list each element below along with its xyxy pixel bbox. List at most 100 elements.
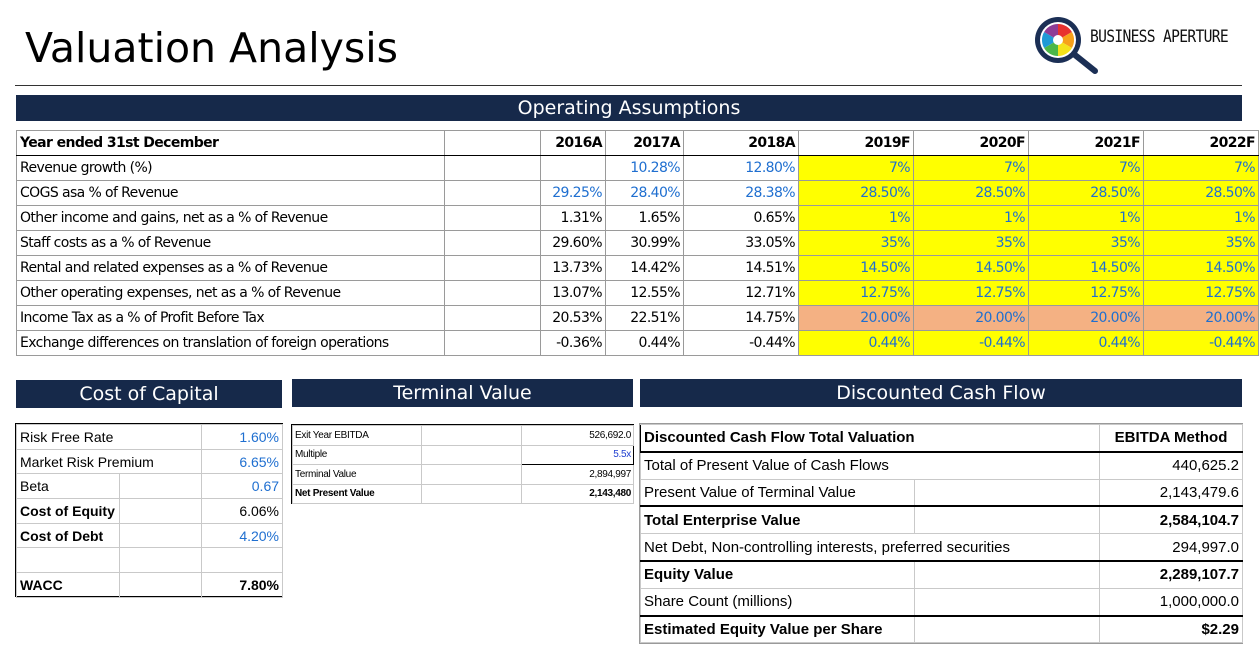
- cell[interactable]: -0.44%: [1143, 330, 1259, 356]
- cell[interactable]: 0.44%: [1028, 330, 1144, 356]
- cell[interactable]: 28.50%: [798, 180, 914, 206]
- cell[interactable]: 12.75%: [798, 280, 914, 306]
- equity-value-per-share-value[interactable]: $2.29: [1099, 614, 1243, 644]
- cell[interactable]: [118, 498, 203, 524]
- table-row: Multiple 5.5x: [292, 444, 634, 465]
- cell[interactable]: 14.42%: [605, 255, 684, 281]
- share-count-value[interactable]: 1,000,000.0: [1099, 587, 1243, 617]
- cell[interactable]: 7%: [913, 155, 1029, 181]
- cell[interactable]: 28.50%: [913, 180, 1029, 206]
- cell[interactable]: 1.31%: [540, 205, 606, 231]
- cell[interactable]: [421, 464, 522, 485]
- cell[interactable]: 20.53%: [540, 305, 606, 331]
- cell[interactable]: 28.40%: [605, 180, 684, 206]
- cell[interactable]: 0.44%: [798, 330, 914, 356]
- exit-year-ebitda-value[interactable]: 526,692.0: [521, 425, 634, 446]
- cell[interactable]: 29.25%: [540, 180, 606, 206]
- cell[interactable]: 33.05%: [683, 230, 799, 256]
- cell[interactable]: 28.38%: [683, 180, 799, 206]
- cell[interactable]: [914, 614, 1100, 644]
- cell[interactable]: 12.55%: [605, 280, 684, 306]
- cell[interactable]: 1%: [1028, 205, 1144, 231]
- cell[interactable]: [444, 330, 541, 356]
- cell[interactable]: [421, 444, 522, 465]
- cost-of-debt-value[interactable]: 4.20%: [201, 522, 284, 549]
- cell[interactable]: -0.36%: [540, 330, 606, 356]
- cell[interactable]: 0.65%: [683, 205, 799, 231]
- cell[interactable]: [444, 280, 541, 306]
- net-debt-value[interactable]: 294,997.0: [1099, 533, 1243, 562]
- cell[interactable]: [444, 305, 541, 331]
- table-row: Estimated Equity Value per Share $2.29: [640, 614, 1243, 644]
- cell[interactable]: 35%: [1143, 230, 1259, 256]
- cell[interactable]: 12.75%: [913, 280, 1029, 306]
- cell[interactable]: 12.75%: [1028, 280, 1144, 306]
- cell[interactable]: [16, 547, 120, 574]
- multiple-value[interactable]: 5.5x: [521, 444, 634, 465]
- cell[interactable]: [118, 572, 203, 598]
- cell[interactable]: 14.50%: [1028, 255, 1144, 281]
- cell[interactable]: [118, 522, 203, 549]
- cell[interactable]: [201, 547, 284, 574]
- cell[interactable]: [444, 205, 541, 231]
- terminal-value-value[interactable]: 2,894,997: [521, 464, 634, 485]
- cell[interactable]: 29.60%: [540, 230, 606, 256]
- cell[interactable]: [118, 547, 203, 574]
- cell[interactable]: 20.00%: [1143, 305, 1259, 331]
- cell[interactable]: 1.65%: [605, 205, 684, 231]
- market-risk-premium-value[interactable]: 6.65%: [201, 448, 284, 475]
- total-enterprise-value-value[interactable]: 2,584,104.7: [1099, 505, 1243, 535]
- cell[interactable]: 20.00%: [913, 305, 1029, 331]
- cell[interactable]: 30.99%: [605, 230, 684, 256]
- wacc-value[interactable]: 7.80%: [201, 572, 284, 598]
- beta-value[interactable]: 0.67: [201, 473, 284, 500]
- cell[interactable]: [444, 230, 541, 256]
- cell[interactable]: 12.71%: [683, 280, 799, 306]
- cell[interactable]: 13.73%: [540, 255, 606, 281]
- cell[interactable]: 14.50%: [798, 255, 914, 281]
- cell[interactable]: 28.50%: [1028, 180, 1144, 206]
- risk-free-rate-value[interactable]: 1.60%: [201, 424, 284, 450]
- cell[interactable]: 13.07%: [540, 280, 606, 306]
- cell[interactable]: [421, 483, 522, 504]
- cell[interactable]: -0.44%: [913, 330, 1029, 356]
- cell[interactable]: [444, 155, 541, 181]
- pv-cash-flows-value[interactable]: 440,625.2: [1099, 451, 1243, 480]
- equity-value-value[interactable]: 2,289,107.7: [1099, 559, 1243, 589]
- cell[interactable]: [914, 478, 1100, 507]
- table-row: Cost of Debt 4.20%: [16, 522, 284, 549]
- cell[interactable]: 22.51%: [605, 305, 684, 331]
- pv-terminal-value-value[interactable]: 2,143,479.6: [1099, 478, 1243, 507]
- cell[interactable]: 14.51%: [683, 255, 799, 281]
- cell[interactable]: [914, 559, 1100, 589]
- cell[interactable]: [444, 180, 541, 206]
- cell[interactable]: 35%: [913, 230, 1029, 256]
- cell[interactable]: 12.80%: [683, 155, 799, 181]
- cell[interactable]: 14.50%: [1143, 255, 1259, 281]
- net-present-value-value[interactable]: 2,143,480: [521, 483, 634, 504]
- cell[interactable]: 35%: [798, 230, 914, 256]
- cell[interactable]: 10.28%: [605, 155, 684, 181]
- cost-of-equity-value[interactable]: 6.06%: [201, 498, 284, 524]
- cell[interactable]: [914, 505, 1100, 535]
- cell[interactable]: 12.75%: [1143, 280, 1259, 306]
- cell[interactable]: [540, 155, 606, 181]
- cell[interactable]: 14.50%: [913, 255, 1029, 281]
- cell[interactable]: 0.44%: [605, 330, 684, 356]
- cell[interactable]: 20.00%: [798, 305, 914, 331]
- cell[interactable]: 20.00%: [1028, 305, 1144, 331]
- cell[interactable]: 7%: [1028, 155, 1144, 181]
- cell[interactable]: -0.44%: [683, 330, 799, 356]
- cell[interactable]: 1%: [913, 205, 1029, 231]
- cell[interactable]: 1%: [1143, 205, 1259, 231]
- cell[interactable]: [444, 255, 541, 281]
- cell[interactable]: [914, 587, 1100, 617]
- cell[interactable]: 28.50%: [1143, 180, 1259, 206]
- cell[interactable]: 35%: [1028, 230, 1144, 256]
- cell[interactable]: 7%: [1143, 155, 1259, 181]
- cell[interactable]: 7%: [798, 155, 914, 181]
- cell[interactable]: [118, 473, 203, 500]
- cell[interactable]: 14.75%: [683, 305, 799, 331]
- cell[interactable]: [421, 425, 522, 446]
- cell[interactable]: 1%: [798, 205, 914, 231]
